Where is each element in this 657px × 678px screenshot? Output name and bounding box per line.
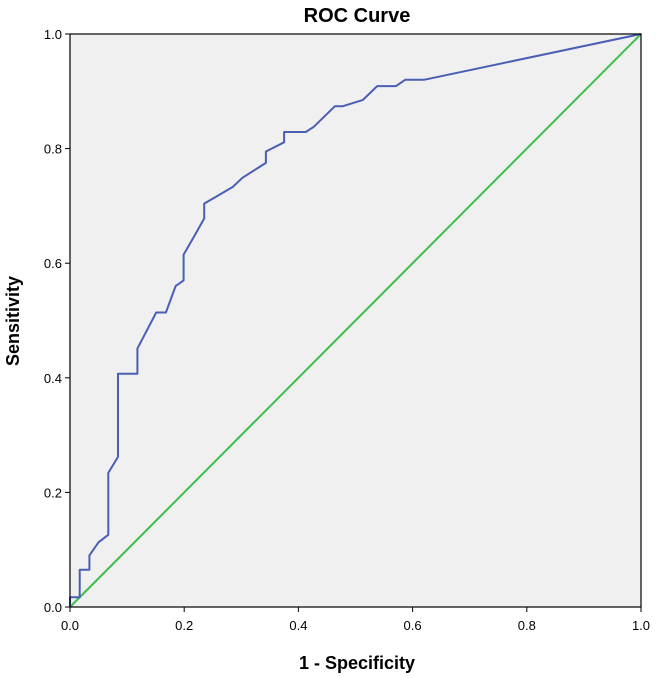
reference-diagonal-line	[69, 33, 642, 608]
y-tick-label: 0.4	[44, 371, 62, 386]
x-tick-label: 0.8	[518, 618, 536, 633]
x-tick-label: 0.0	[61, 618, 79, 633]
chart-title: ROC Curve	[304, 5, 411, 27]
tick-labels: 0.0 0.2 0.4 0.6 0.8 1.0 0.0 0.2 0.4 0.6 0.8 1.0	[44, 27, 650, 633]
y-tick-label: 0.0	[44, 600, 62, 615]
x-tick-label: 0.6	[404, 618, 422, 633]
tick-marks	[65, 33, 642, 612]
x-tick-label: 0.4	[289, 618, 307, 633]
y-tick-label: 0.2	[44, 485, 62, 500]
x-tick-label: 1.0	[632, 618, 650, 633]
y-tick-label: 0.6	[44, 256, 62, 271]
x-axis-label: 1 - Specificity	[299, 653, 415, 673]
y-tick-label: 1.0	[44, 27, 62, 42]
y-tick-label: 0.8	[44, 142, 62, 157]
roc-curve-line	[69, 33, 642, 607]
y-axis-label: Sensitivity	[3, 276, 23, 366]
plot-frame	[69, 33, 642, 608]
x-tick-label: 0.2	[175, 618, 193, 633]
